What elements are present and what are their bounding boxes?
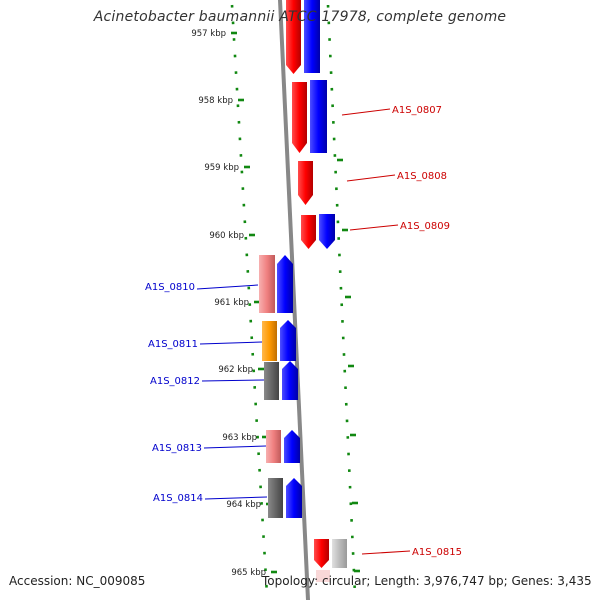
- label-leader: [361, 550, 411, 555]
- ruler-tick-label: 962 kbp: [218, 365, 253, 375]
- label-leader: [349, 224, 399, 231]
- forward-gene-arrow[interactable]: [301, 215, 316, 249]
- ruler-tick-label: 961 kbp: [214, 298, 249, 308]
- gene-label-a1s_0808[interactable]: A1S_0808: [397, 171, 447, 182]
- reverse-gene-block[interactable]: [268, 478, 283, 518]
- genome-backbone: [278, 0, 310, 602]
- reverse-cds-arrow[interactable]: [280, 320, 296, 361]
- gene-labels[interactable]: A1S_0807 A1S_0808 A1S_0809 A1S_0815 A1S_0810…: [145, 105, 462, 558]
- ruler-tick-label: 964 kbp: [226, 500, 261, 510]
- genome-summary: Topology: circular; Length: 3,976,747 bp…: [262, 574, 592, 588]
- label-leader: [204, 496, 268, 500]
- reverse-gene-block[interactable]: [262, 321, 277, 361]
- gene-label-a1s_0813[interactable]: A1S_0813: [152, 443, 202, 454]
- reverse-cds-arrow[interactable]: [277, 255, 293, 313]
- label-leader: [199, 341, 263, 345]
- label-leader: [341, 108, 391, 116]
- genome-title: Acinetobacter baumannii ATCC 17978, comp…: [93, 9, 507, 25]
- ruler-tick-label: 958 kbp: [198, 96, 233, 106]
- reverse-gene-block[interactable]: [259, 255, 275, 313]
- reverse-gene-block[interactable]: [266, 430, 281, 463]
- track-guide-right: [326, 4, 357, 596]
- gene-label-a1s_0809[interactable]: A1S_0809: [400, 221, 450, 232]
- forward-cds-block[interactable]: [304, 0, 320, 73]
- label-leader: [346, 174, 396, 182]
- forward-gene-arrow[interactable]: [314, 539, 329, 568]
- reverse-cds-arrow[interactable]: [284, 430, 300, 463]
- gene-label-a1s_0815[interactable]: A1S_0815: [412, 547, 462, 558]
- forward-gene-arrow[interactable]: [286, 0, 301, 74]
- forward-gene-block[interactable]: [332, 539, 347, 568]
- forward-cds-arrow[interactable]: [319, 214, 335, 249]
- position-ruler: 957 kbp 958 kbp 959 kbp 960 kbp 961 kbp 962 k…: [191, 29, 360, 578]
- accession-label: Accession: NC_009085: [9, 574, 146, 588]
- gene-features[interactable]: [259, 0, 347, 582]
- ruler-tick-label: 957 kbp: [191, 29, 226, 39]
- label-leader: [196, 284, 259, 290]
- forward-gene-arrow[interactable]: [292, 82, 307, 153]
- ruler-tick-label: 960 kbp: [209, 231, 244, 241]
- gene-label-a1s_0810[interactable]: A1S_0810: [145, 282, 195, 293]
- forward-gene-block[interactable]: [316, 570, 330, 582]
- gene-label-a1s_0814[interactable]: A1S_0814: [153, 493, 203, 504]
- ruler-tick-label: 959 kbp: [204, 163, 239, 173]
- gene-label-a1s_0811[interactable]: A1S_0811: [148, 339, 198, 350]
- reverse-cds-arrow[interactable]: [286, 478, 302, 518]
- forward-cds-block[interactable]: [310, 80, 327, 153]
- reverse-gene-block[interactable]: [264, 362, 279, 400]
- reverse-cds-arrow[interactable]: [282, 361, 298, 400]
- gene-label-a1s_0812[interactable]: A1S_0812: [150, 376, 200, 387]
- gene-label-a1s_0807[interactable]: A1S_0807: [392, 105, 442, 116]
- label-leaders: [196, 108, 411, 555]
- label-leader: [201, 379, 265, 382]
- ruler-tick-label: 965 kbp: [231, 568, 266, 578]
- forward-gene-arrow[interactable]: [298, 161, 313, 205]
- ruler-tick-label: 963 kbp: [222, 433, 257, 443]
- label-leader: [203, 445, 267, 449]
